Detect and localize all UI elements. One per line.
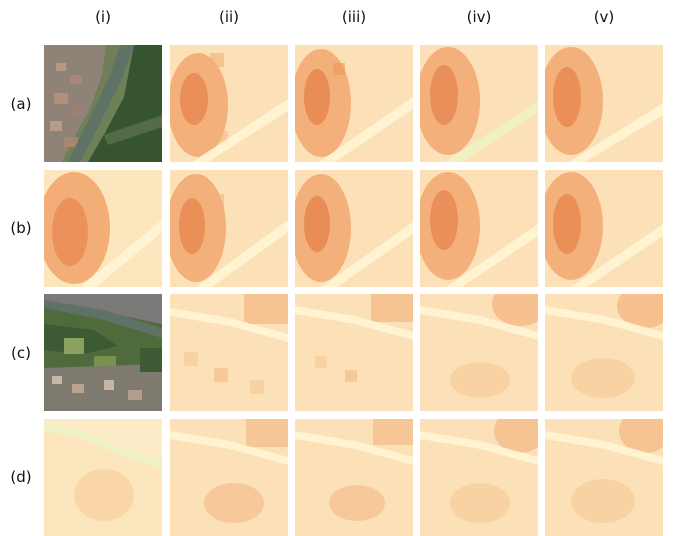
heatmap-image bbox=[420, 170, 538, 287]
column-label-iv: (iv) bbox=[466, 8, 492, 26]
heatmap-image bbox=[170, 294, 288, 411]
tile-a-iv-heatmap bbox=[420, 45, 538, 162]
satellite-village-river-image bbox=[44, 294, 162, 411]
tile-a-i-satellite-image bbox=[44, 45, 162, 162]
tile-a-iii-heatmap bbox=[295, 45, 413, 162]
tile-b-iv-heatmap bbox=[420, 170, 538, 287]
heatmap-image bbox=[545, 294, 663, 411]
row-label-a: (a) bbox=[10, 95, 32, 113]
row-label-d: (d) bbox=[10, 468, 32, 486]
tile-c-iii-heatmap bbox=[295, 294, 413, 411]
heatmap-image bbox=[44, 170, 162, 287]
heatmap-image bbox=[295, 294, 413, 411]
satellite-urban-river-image bbox=[44, 45, 162, 162]
heatmap-image bbox=[44, 419, 162, 536]
tile-b-v-heatmap bbox=[545, 170, 663, 287]
row-label-c: (c) bbox=[11, 344, 31, 362]
tile-b-ii-heatmap bbox=[170, 170, 288, 287]
heatmap-image bbox=[295, 45, 413, 162]
tile-d-iv-heatmap bbox=[420, 419, 538, 536]
column-label-i: (i) bbox=[95, 8, 111, 26]
tile-d-ii-heatmap bbox=[170, 419, 288, 536]
tile-b-i-heatmap bbox=[44, 170, 162, 287]
tile-d-v-heatmap bbox=[545, 419, 663, 536]
column-label-ii: (ii) bbox=[218, 8, 240, 26]
tile-a-v-heatmap bbox=[545, 45, 663, 162]
column-label-iii: (iii) bbox=[341, 8, 367, 26]
heatmap-image bbox=[170, 45, 288, 162]
tile-d-i-heatmap bbox=[44, 419, 162, 536]
tile-c-i-satellite-image bbox=[44, 294, 162, 411]
heatmap-image bbox=[420, 294, 538, 411]
heatmap-image bbox=[545, 170, 663, 287]
heatmap-image bbox=[170, 419, 288, 536]
row-label-b: (b) bbox=[10, 219, 32, 237]
tile-d-iii-heatmap bbox=[295, 419, 413, 536]
tile-a-ii-heatmap bbox=[170, 45, 288, 162]
heatmap-image bbox=[295, 419, 413, 536]
column-label-v: (v) bbox=[593, 8, 615, 26]
tile-c-v-heatmap bbox=[545, 294, 663, 411]
heatmap-image bbox=[545, 419, 663, 536]
heatmap-image bbox=[420, 419, 538, 536]
heatmap-image bbox=[170, 170, 288, 287]
tile-b-iii-heatmap bbox=[295, 170, 413, 287]
heatmap-image bbox=[545, 45, 663, 162]
tile-c-iv-heatmap bbox=[420, 294, 538, 411]
heatmap-image bbox=[295, 170, 413, 287]
tile-c-ii-heatmap bbox=[170, 294, 288, 411]
heatmap-image bbox=[420, 45, 538, 162]
